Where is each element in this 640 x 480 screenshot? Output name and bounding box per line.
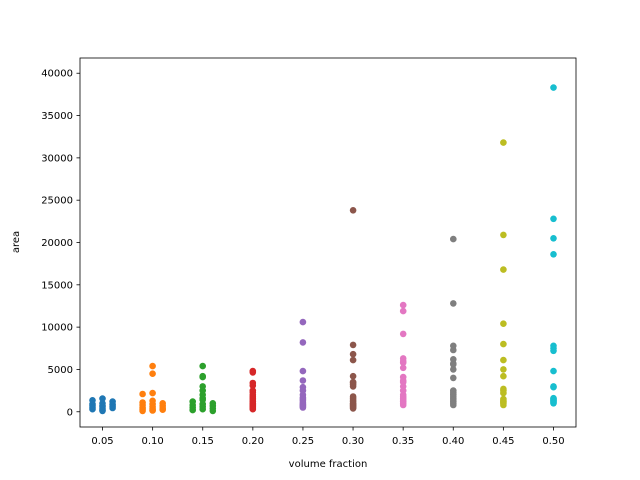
data-point-0.50-3 <box>550 251 557 258</box>
x-tick-label: 0.15 <box>192 436 214 447</box>
x-tick-label: 0.50 <box>542 436 564 447</box>
data-point-0.30-2 <box>349 350 357 358</box>
data-point-0.10-2 <box>149 389 156 397</box>
data-point-0.05-0 <box>99 395 106 402</box>
data-point-0.45-7 <box>500 372 507 380</box>
data-point-0.30-1 <box>349 341 357 349</box>
x-tick-label: 0.10 <box>142 436 164 447</box>
x-tick-label: 0.35 <box>392 436 414 447</box>
y-tick-label: 15000 <box>41 280 73 291</box>
data-point-0.45-5 <box>500 356 507 364</box>
data-point-0.50-16 <box>550 400 557 407</box>
y-tick-label: 40000 <box>41 69 73 80</box>
x-tick-label: 0.20 <box>242 436 264 447</box>
data-point-0.45-4 <box>500 340 507 348</box>
data-point-0.05-13 <box>89 405 96 413</box>
data-point-0.45-16 <box>500 401 507 409</box>
data-point-0.20-1 <box>249 369 257 376</box>
data-point-0.30-0 <box>349 207 357 214</box>
data-point-0.10-18 <box>139 407 146 415</box>
data-point-0.40-18 <box>450 401 457 409</box>
x-tick-label: 0.25 <box>292 436 314 447</box>
x-tick-label: 0.05 <box>91 436 113 447</box>
data-point-0.10-3 <box>139 390 146 398</box>
data-point-0.40-7 <box>450 366 457 373</box>
y-axis-ticks: 0 5000 10000 15000 20000 25000 30000 35000 40000 <box>41 69 80 418</box>
data-point-0.30-3 <box>349 356 357 364</box>
data-point-0.10-1 <box>149 370 156 378</box>
data-point-0.50-1 <box>550 215 557 223</box>
data-point-0.15-17 <box>189 406 196 414</box>
data-point-0.45-0 <box>500 139 507 146</box>
x-axis-label: volume fraction <box>289 459 368 470</box>
x-tick-label: 0.30 <box>342 436 364 447</box>
data-point-0.40-8 <box>450 374 457 382</box>
data-point-0.40-1 <box>450 300 457 307</box>
x-tick-label: 0.45 <box>492 436 514 447</box>
x-tick-label: 0.40 <box>442 436 464 447</box>
data-point-0.15-0 <box>199 362 206 370</box>
y-tick-label: 25000 <box>41 196 73 207</box>
data-point-0.40-3 <box>450 346 457 354</box>
data-point-0.45-1 <box>500 231 507 239</box>
data-points <box>89 84 557 415</box>
data-point-0.25-2 <box>299 367 307 375</box>
data-point-0.50-7 <box>550 367 557 375</box>
x-axis-ticks: 0.05 0.10 0.15 0.20 0.25 0.30 0.35 0.40 0.45 0.50 <box>91 427 565 447</box>
data-point-0.25-0 <box>299 318 307 326</box>
data-point-0.30-4 <box>349 372 357 380</box>
y-tick-label: 5000 <box>48 365 73 376</box>
data-point-0.35-18 <box>399 401 407 409</box>
data-point-0.40-6 <box>450 361 457 368</box>
data-point-0.30-19 <box>349 405 357 412</box>
y-tick-label: 30000 <box>41 153 73 164</box>
data-point-0.15-18 <box>209 407 217 415</box>
plot-area <box>80 58 576 427</box>
data-point-0.15-2 <box>199 373 206 381</box>
data-point-0.15-16 <box>199 405 206 413</box>
data-point-0.25-15 <box>299 404 307 411</box>
data-point-0.50-9 <box>550 383 557 391</box>
data-point-0.25-1 <box>299 339 307 346</box>
data-point-0.05-11 <box>109 404 116 412</box>
data-point-0.20-3 <box>249 382 257 389</box>
y-tick-label: 35000 <box>41 111 73 122</box>
data-point-0.10-0 <box>149 362 156 370</box>
data-point-0.10-15 <box>159 406 166 414</box>
data-point-0.20-18 <box>249 405 257 413</box>
y-tick-label: 20000 <box>41 238 73 249</box>
y-axis-label: area <box>11 231 22 253</box>
data-point-0.25-3 <box>299 377 307 384</box>
data-point-0.45-6 <box>500 366 507 373</box>
data-point-0.45-10 <box>500 389 507 397</box>
data-point-0.35-6 <box>399 364 407 372</box>
data-point-0.45-2 <box>500 266 507 273</box>
data-point-0.45-3 <box>500 320 507 328</box>
data-point-0.35-1 <box>399 307 407 315</box>
data-point-0.50-6 <box>550 347 557 355</box>
data-point-0.50-0 <box>550 84 557 91</box>
data-point-0.10-17 <box>149 407 156 414</box>
data-point-0.35-5 <box>399 359 407 367</box>
data-point-0.05-15 <box>99 407 106 415</box>
y-tick-label: 10000 <box>41 323 73 334</box>
data-point-0.50-2 <box>550 235 557 242</box>
data-point-0.40-0 <box>450 235 457 243</box>
data-point-0.30-8 <box>349 383 357 390</box>
data-point-0.35-2 <box>399 330 407 338</box>
data-point-0.35-0 <box>399 301 407 309</box>
y-tick-label: 0 <box>67 407 73 418</box>
